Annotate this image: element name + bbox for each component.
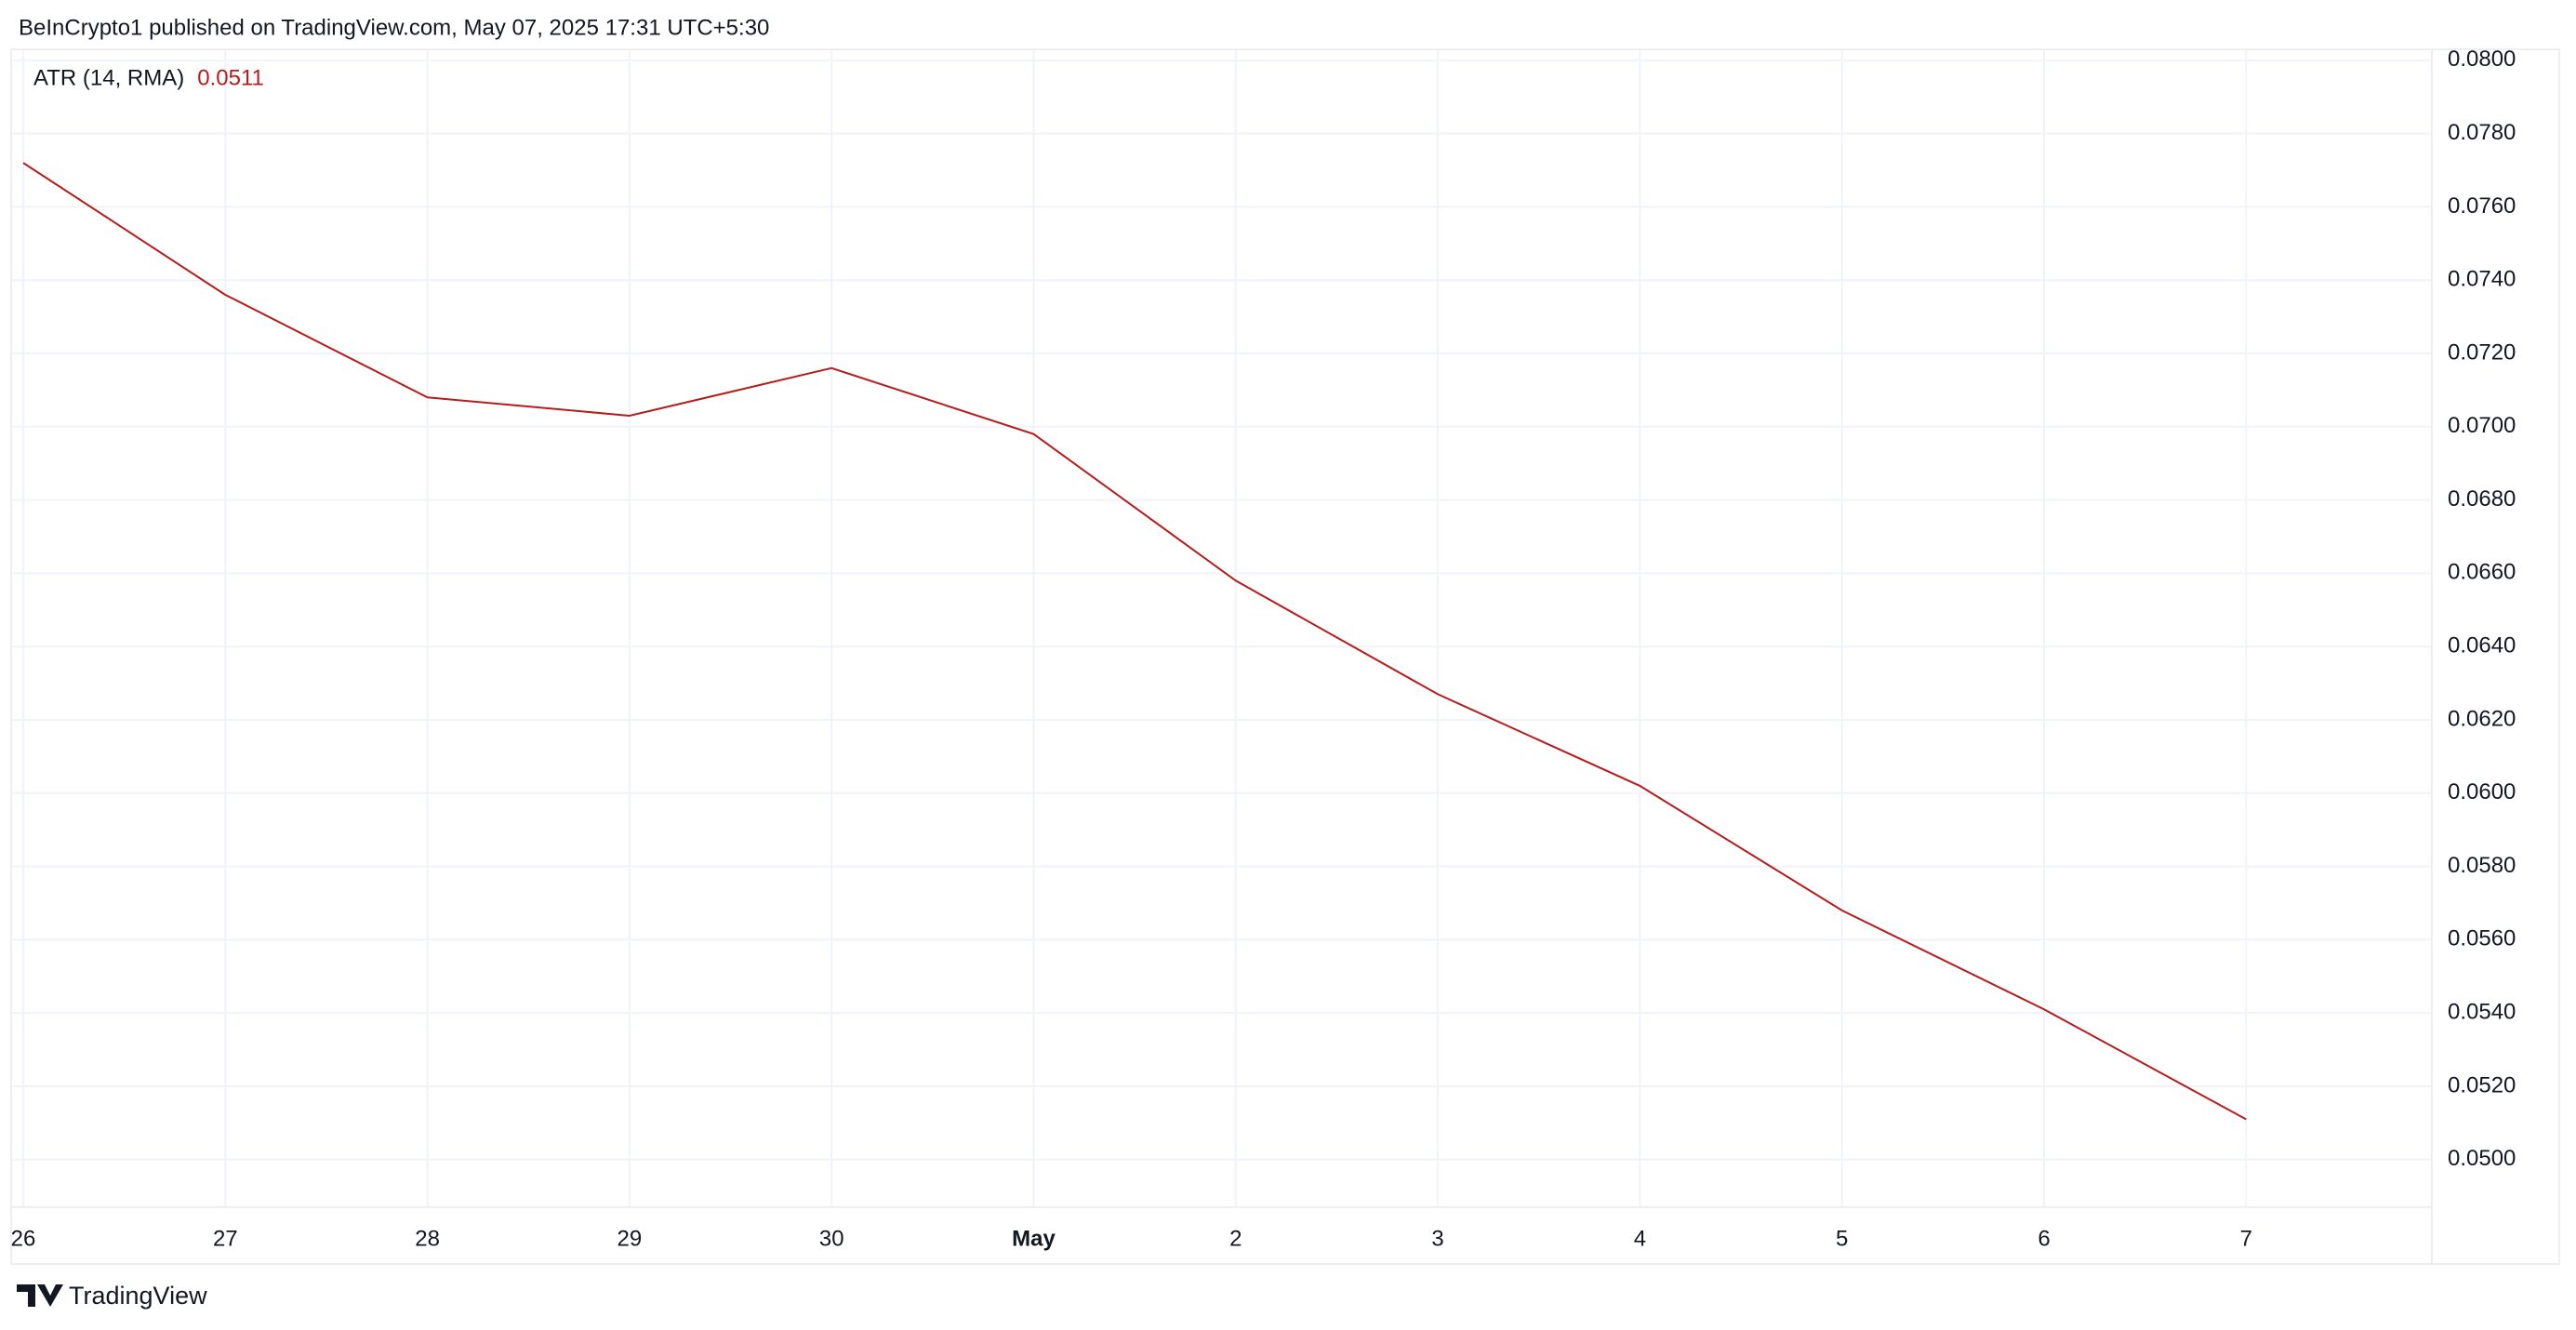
x-tick-label: 6 [2038, 1226, 2050, 1251]
legend-value: 0.0511 [197, 65, 264, 90]
x-tick-label: 26 [11, 1226, 36, 1251]
header-text: BeInCrypto1 published on TradingView.com… [19, 15, 769, 40]
footer-brand: TradingView [69, 1282, 207, 1310]
logo [17, 1284, 63, 1307]
y-tick-label: 0.0700 [2448, 413, 2516, 438]
y-tick-label: 0.0640 [2448, 633, 2516, 658]
y-tick-label: 0.0740 [2448, 267, 2516, 292]
x-tick-label: 2 [1229, 1226, 1242, 1251]
y-tick-label: 0.0800 [2448, 47, 2516, 72]
x-tick-label: 30 [819, 1226, 844, 1251]
x-tick-label: 7 [2240, 1226, 2252, 1251]
y-tick-label: 0.0660 [2448, 560, 2516, 585]
chart-frame [10, 48, 2560, 1265]
legend-name: ATR (14, RMA) [33, 65, 184, 90]
y-tick-label: 0.0600 [2448, 779, 2516, 805]
y-tick-label: 0.0680 [2448, 486, 2516, 512]
x-tick-label: May [1012, 1226, 1056, 1251]
y-tick-label: 0.0720 [2448, 339, 2516, 365]
x-tick-label: 28 [415, 1226, 440, 1251]
line-series [22, 162, 2247, 1121]
x-tick-label: 5 [1836, 1226, 1848, 1251]
y-tick-label: 0.0560 [2448, 926, 2516, 951]
y-tick-label: 0.0520 [2448, 1072, 2516, 1097]
y-tick-label: 0.0500 [2448, 1146, 2516, 1171]
x-tick-label: 27 [213, 1226, 238, 1251]
x-tick-label: 4 [1634, 1226, 1646, 1251]
y-tick-label: 0.0580 [2448, 853, 2516, 878]
x-tick-label: 3 [1431, 1226, 1443, 1251]
y-tick-label: 0.0620 [2448, 706, 2516, 731]
x-tick-label: 29 [617, 1226, 643, 1251]
y-tick-label: 0.0760 [2448, 193, 2516, 219]
y-tick-label: 0.0540 [2448, 1000, 2516, 1025]
y-tick-label: 0.0780 [2448, 120, 2516, 145]
